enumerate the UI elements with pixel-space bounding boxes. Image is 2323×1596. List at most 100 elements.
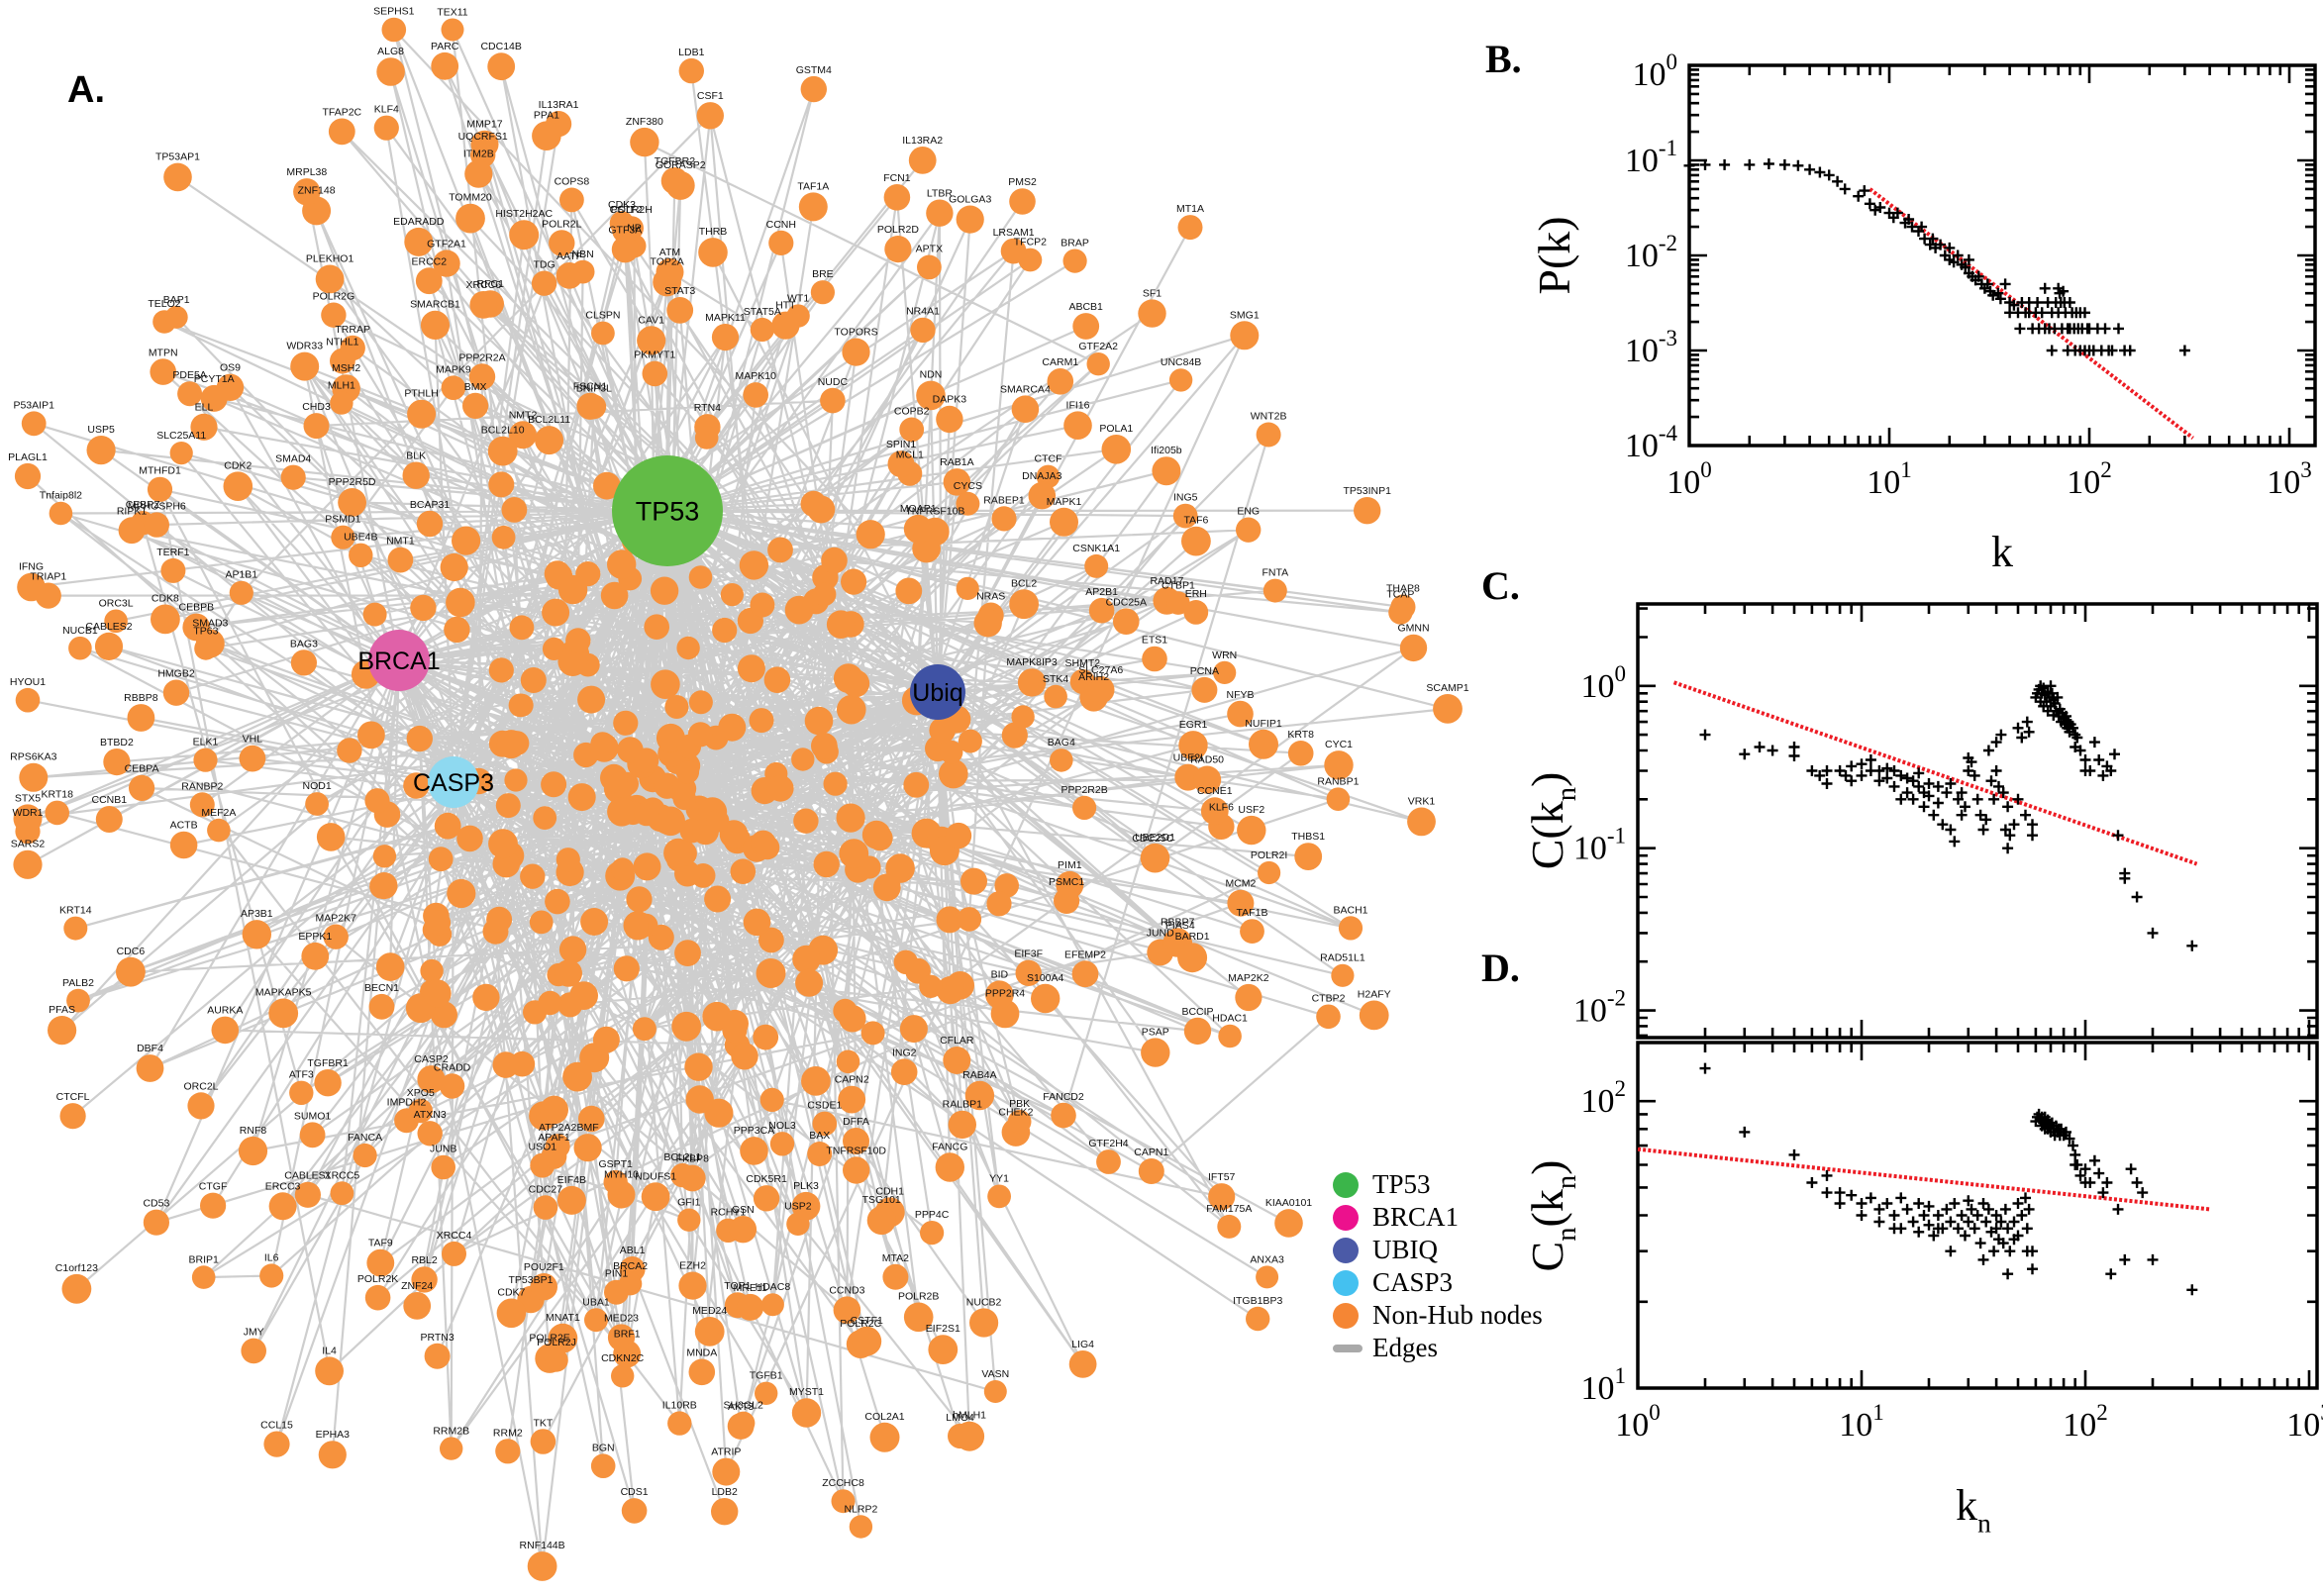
non-hub-node	[633, 852, 661, 881]
node-label: BGN	[592, 1442, 615, 1453]
non-hub-node	[420, 310, 451, 340]
node-label: RAD17	[1150, 575, 1183, 587]
non-hub-node	[1227, 700, 1254, 728]
node-label: LRSAM1	[993, 227, 1035, 239]
non-hub-node	[45, 800, 69, 826]
non-hub-node	[362, 602, 387, 627]
node-label: USP5	[87, 424, 115, 436]
node-label: CEBPA	[125, 763, 159, 775]
node-label: STX5	[15, 792, 41, 804]
non-hub-node	[685, 1085, 714, 1114]
node-label: PARC	[431, 41, 459, 52]
non-hub-node	[813, 850, 840, 878]
tick-label: 102	[2063, 1400, 2108, 1444]
y-axis-title: C(kn)	[1522, 772, 1582, 870]
node-label: BCL2L10	[481, 425, 525, 437]
node-label: GTF2A2	[1078, 341, 1118, 352]
node-label: CTBP2	[1312, 993, 1346, 1005]
non-hub-node	[749, 708, 774, 734]
node-label: CDC25A	[1106, 596, 1147, 608]
non-hub-node	[1433, 694, 1463, 724]
node-label: SPIN1	[886, 439, 917, 450]
node-label: PPP3CA	[734, 1125, 774, 1137]
node-label: GTF3A	[608, 224, 642, 236]
plot-frame	[1636, 602, 2319, 1040]
node-label: NUCB1	[62, 625, 98, 637]
non-hub-node	[162, 679, 190, 706]
node-label: MAP2K2	[1228, 972, 1269, 984]
non-hub-node	[540, 1095, 568, 1125]
node-label: STK4	[1043, 673, 1068, 685]
non-hub-node	[1138, 1158, 1164, 1184]
node-label: BRIP1	[189, 1253, 220, 1265]
non-hub-node	[883, 184, 911, 211]
non-hub-node	[729, 1216, 758, 1244]
non-hub-node	[590, 1453, 616, 1478]
node-label: ETS1	[1142, 635, 1167, 647]
non-hub-node	[943, 1047, 971, 1074]
node-label: DNAJA3	[1022, 470, 1061, 482]
non-hub-node	[316, 823, 346, 851]
non-hub-node	[381, 17, 407, 43]
network-hubs: TP53 BRCA1 Ubiq CASP3	[357, 455, 965, 808]
hub-label-tp53: TP53	[636, 496, 700, 526]
node-label: POLR2C	[840, 1318, 881, 1330]
node-label: TELO2	[148, 298, 180, 310]
non-hub-node	[866, 1206, 896, 1236]
node-label: STAT3	[664, 285, 695, 297]
non-hub-node	[86, 436, 116, 465]
non-hub-node	[732, 1411, 756, 1436]
node-label: GOLGA3	[949, 194, 991, 206]
non-hub-node	[760, 1293, 784, 1317]
non-hub-node	[268, 998, 299, 1029]
node-label: ACTB	[170, 820, 198, 832]
non-hub-node	[1047, 368, 1074, 395]
non-hub-node	[665, 170, 695, 200]
non-hub-node	[836, 803, 865, 833]
node-label: USP2	[784, 1201, 812, 1213]
non-hub-node	[446, 587, 475, 618]
non-hub-node	[1051, 1102, 1076, 1129]
non-hub-node	[791, 1398, 822, 1428]
node-label: MOAP1	[900, 503, 937, 515]
non-hub-node	[957, 907, 982, 932]
node-label: CYCS	[954, 480, 982, 492]
node-label: GSTM4	[796, 64, 832, 76]
non-hub-node	[1274, 1209, 1303, 1238]
node-label: SARS2	[11, 839, 46, 850]
non-hub-node	[603, 1169, 628, 1195]
node-label: TOP1	[724, 1280, 751, 1292]
node-label: POLR2G	[313, 291, 355, 303]
non-hub-node	[136, 1054, 164, 1082]
non-hub-node	[501, 497, 528, 523]
non-hub-node	[688, 565, 713, 589]
non-hub-node	[1096, 1149, 1121, 1174]
non-hub-node	[545, 888, 570, 915]
non-hub-node	[637, 326, 666, 355]
non-hub-node	[792, 945, 821, 974]
node-label: ABL1	[620, 1245, 646, 1256]
tick-label: 10-2	[1573, 986, 1626, 1030]
node-label: SH3GL2	[724, 1400, 763, 1412]
non-hub-node	[656, 257, 684, 286]
tick-label: 100	[1666, 457, 1712, 501]
non-hub-node	[567, 783, 596, 812]
node-label: S100A4	[1027, 972, 1064, 984]
network-graph: PSMD1 IL10RB CEBPA LMO4 EZH2 MCL1 PSAP FAM175A U…	[8, 6, 1469, 1581]
non-hub-node	[1324, 750, 1354, 780]
node-label: RIPK1	[117, 505, 148, 517]
node-label: CDKN2C	[601, 1352, 645, 1364]
non-hub-node	[417, 1065, 446, 1094]
node-label: ENG	[1237, 506, 1260, 518]
node-label: POLR2D	[877, 224, 919, 236]
non-hub-node	[650, 576, 679, 605]
non-hub-node	[983, 1380, 1007, 1403]
node-label: BARD1	[1175, 931, 1210, 943]
node-label: NP	[627, 222, 642, 234]
axis-ticks	[1638, 1043, 2317, 1388]
non-hub-node	[634, 748, 659, 773]
non-hub-node	[1172, 503, 1198, 529]
non-hub-node	[641, 1182, 670, 1212]
non-hub-node	[625, 914, 649, 939]
non-hub-node	[442, 1241, 466, 1266]
